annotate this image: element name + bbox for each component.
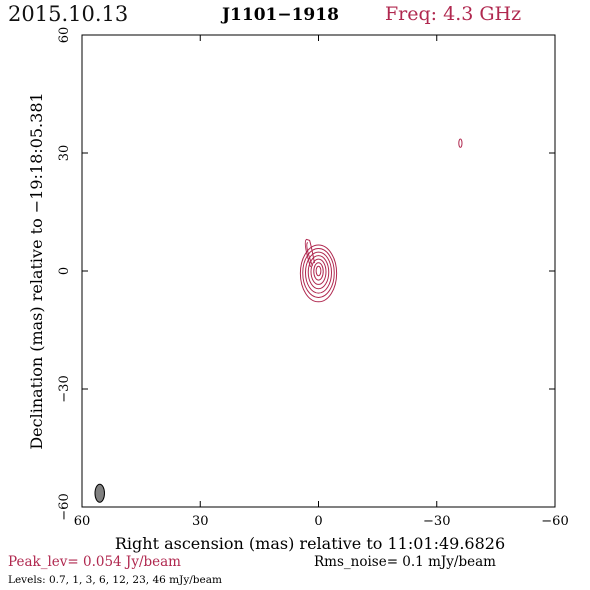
beam-ellipse bbox=[94, 483, 105, 503]
x-axis-label: Right ascension (mas) relative to 11:01:… bbox=[115, 534, 505, 553]
x-tick-label: 0 bbox=[314, 514, 322, 529]
y-tick-label: −60 bbox=[57, 493, 72, 520]
core-contour bbox=[304, 251, 333, 294]
y-tick-labels: −60 −30 0 30 60 bbox=[57, 27, 72, 521]
frequency-label: Freq: 4.3 GHz bbox=[385, 3, 522, 25]
plot-frame bbox=[81, 34, 556, 508]
contours bbox=[299, 138, 463, 303]
x-tick-label: −30 bbox=[423, 514, 450, 529]
core-contour bbox=[315, 265, 322, 277]
core-contour bbox=[310, 258, 327, 285]
core-contour bbox=[299, 244, 338, 303]
core-contour bbox=[313, 262, 324, 281]
y-tick-label: 30 bbox=[57, 145, 72, 162]
core-contour bbox=[302, 248, 335, 298]
y-tick-label: 60 bbox=[57, 27, 72, 44]
source-name: J1101−1918 bbox=[222, 5, 339, 25]
x-tick-label: −60 bbox=[541, 514, 568, 529]
x-tick-labels: 60 30 0 −30 −60 bbox=[74, 514, 569, 529]
x-tick-label: 30 bbox=[192, 514, 209, 529]
beam-shape bbox=[94, 483, 105, 503]
axis-ticks bbox=[81, 34, 556, 508]
contour-levels: Levels: 0.7, 1, 3, 6, 12, 23, 46 mJy/bea… bbox=[8, 574, 222, 586]
y-tick-label: −30 bbox=[57, 375, 72, 402]
jet-contour bbox=[304, 238, 315, 268]
blob-contour bbox=[458, 138, 463, 148]
core-contour bbox=[307, 255, 330, 290]
rms-noise: Rms_noise= 0.1 mJy/beam bbox=[314, 554, 496, 570]
jet-contour bbox=[306, 242, 313, 267]
observation-date: 2015.10.13 bbox=[8, 2, 129, 26]
peak-level: Peak_lev= 0.054 Jy/beam bbox=[8, 554, 181, 570]
y-tick-label: 0 bbox=[57, 267, 72, 275]
y-axis-label: Declination (mas) relative to −19:18:05.… bbox=[27, 92, 46, 449]
x-tick-label: 60 bbox=[74, 514, 91, 529]
